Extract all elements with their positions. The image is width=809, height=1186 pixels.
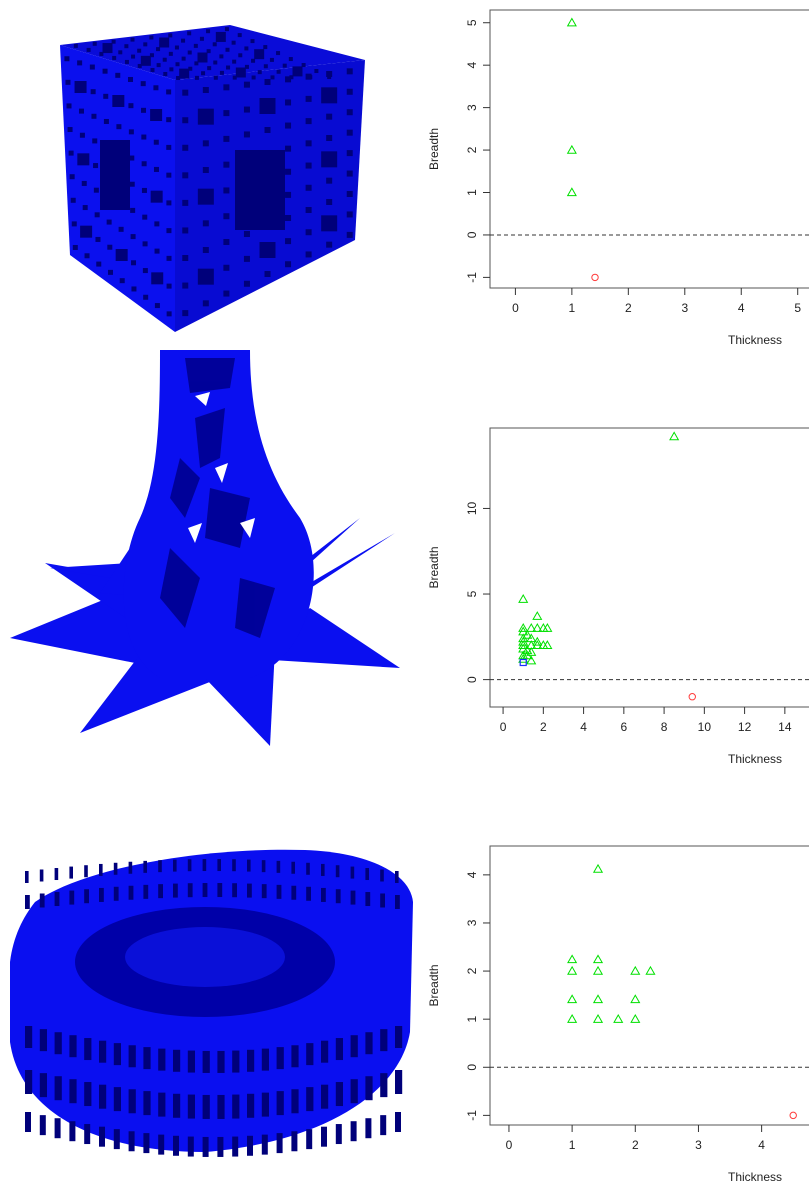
x-tick-label: 1 (569, 1138, 576, 1152)
plot-frame (489, 427, 809, 708)
point-triangle (592, 954, 604, 964)
x-tick-label: 2 (540, 720, 547, 734)
x-axis-label: Thickness (728, 752, 782, 766)
plot-frame (489, 845, 809, 1126)
point-triangle (592, 965, 604, 975)
point-triangle (522, 629, 533, 639)
y-axis-label: Breadth (427, 546, 441, 588)
y-tick-label: -1 (465, 1110, 479, 1121)
y-tick-label: 5 (465, 19, 479, 26)
point-triangle (566, 144, 577, 154)
point-circle (688, 693, 696, 701)
y-tick-label: 1 (465, 1016, 479, 1023)
x-tick-label: 12 (738, 720, 752, 734)
x-tick-label: 8 (661, 720, 668, 734)
point-triangle (526, 623, 537, 632)
y-tick-label: 2 (465, 146, 479, 153)
x-tick-label: 0 (500, 720, 507, 734)
point-triangle (532, 640, 543, 650)
y-tick-label: 2 (465, 967, 479, 974)
point-triangle (669, 431, 680, 441)
point-triangle (566, 17, 577, 27)
scatter-plot-3: 0 1 2 3 4 -1 0 1 2 3 4 Thickness Breadth (427, 845, 809, 1184)
point-triangle (522, 650, 533, 660)
point-circle (789, 1111, 797, 1120)
y-tick-label: 3 (465, 919, 479, 926)
point-triangle (567, 1013, 578, 1023)
y-tick-label: -1 (465, 272, 479, 283)
point-triangle (532, 611, 543, 620)
y-axis-label: Breadth (427, 964, 441, 1006)
point-triangle (518, 640, 529, 650)
y-tick-label: 3 (465, 104, 479, 111)
scatter-plot-1: 0 1 2 3 4 5 -1 0 1 2 3 4 5 Thickness Breadth (427, 9, 809, 347)
y-tick-label: 5 (465, 590, 479, 597)
y-tick-label: 4 (465, 871, 479, 878)
point-triangle (592, 863, 604, 873)
point-triangle (567, 994, 578, 1004)
point-triangle (592, 994, 604, 1004)
x-tick-label: 6 (620, 720, 627, 734)
point-triangle (630, 965, 641, 975)
x-tick-label: 3 (695, 1138, 702, 1152)
point-triangle (526, 655, 537, 665)
point-triangle (532, 636, 543, 646)
point-triangle (645, 965, 656, 975)
y-tick-label: 4 (465, 62, 479, 69)
model-image-menger-sponge (60, 25, 365, 332)
scatter-plot-2: 0 2 4 6 8 10 12 14 0 5 10 Thickness Breadth (427, 427, 809, 766)
point-triangle (532, 623, 543, 632)
point-triangle (542, 623, 553, 632)
x-tick-label: 2 (632, 1138, 639, 1152)
point-triangle (518, 593, 529, 603)
point-triangle (630, 1013, 641, 1023)
x-tick-label: 5 (794, 301, 801, 315)
point-triangle (522, 645, 533, 655)
model-image-lotus-vase (10, 350, 400, 746)
x-tick-label: 1 (569, 301, 576, 315)
x-tick-label: 4 (738, 301, 745, 315)
point-square (519, 658, 527, 667)
x-axis-label: Thickness (728, 1170, 782, 1184)
y-axis-label: Breadth (427, 128, 441, 170)
x-tick-label: 2 (625, 301, 632, 315)
x-tick-label: 3 (681, 301, 688, 315)
x-tick-label: 10 (698, 720, 712, 734)
point-triangle (518, 623, 529, 632)
point-triangle (592, 1013, 604, 1023)
y-tick-label: 0 (465, 1064, 479, 1071)
y-tick-label: 0 (465, 231, 479, 238)
point-triangle (567, 965, 578, 975)
model-image-colosseum (10, 849, 413, 1157)
y-tick-label: 10 (465, 501, 479, 515)
point-circle (591, 273, 599, 282)
x-axis-label: Thickness (728, 333, 782, 347)
x-tick-label: 4 (758, 1138, 765, 1152)
x-tick-label: 4 (580, 720, 587, 734)
x-tick-label: 14 (778, 720, 792, 734)
point-triangle (542, 640, 553, 650)
plot-frame (489, 9, 809, 289)
point-triangle (566, 187, 577, 197)
x-tick-label: 0 (506, 1138, 513, 1152)
point-triangle (567, 954, 578, 964)
point-triangle (518, 653, 529, 663)
point-triangle (526, 647, 537, 656)
y-tick-label: 1 (465, 189, 479, 196)
y-tick-label: 0 (465, 676, 479, 683)
point-triangle (613, 1013, 624, 1023)
x-tick-label: 0 (512, 301, 519, 315)
point-triangle (630, 994, 641, 1004)
